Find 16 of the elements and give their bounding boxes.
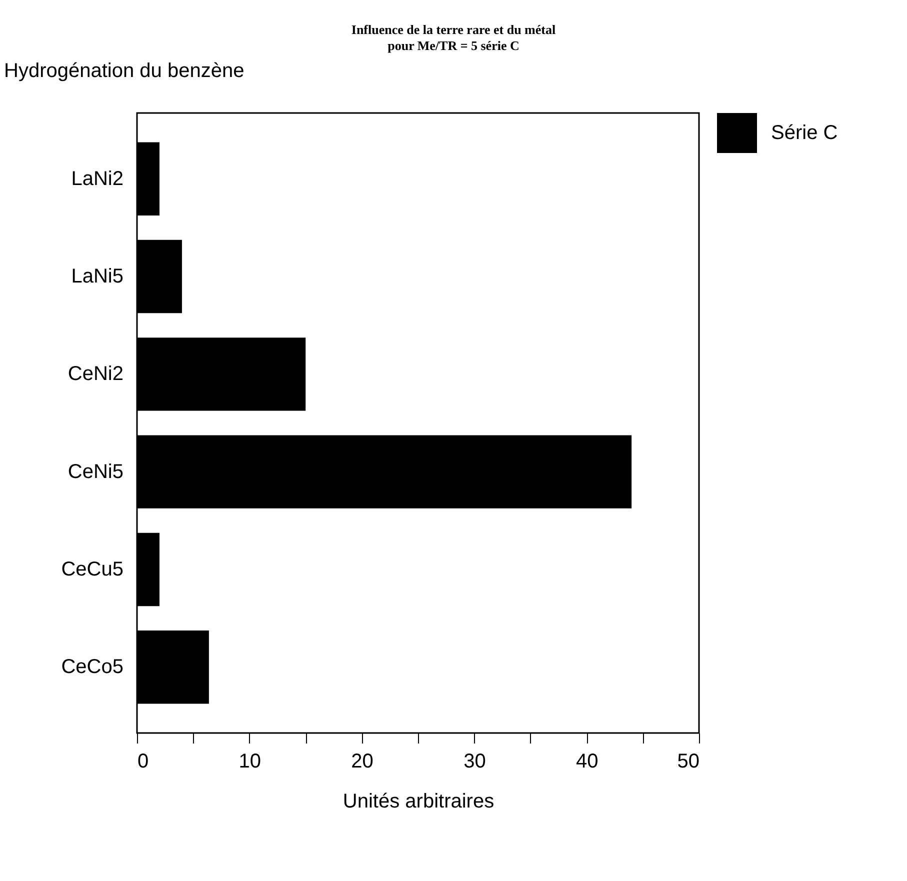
x-tick-label: 50 bbox=[677, 750, 700, 772]
legend-label: Série C bbox=[771, 122, 838, 144]
y-tick-label: LaNi5 bbox=[71, 266, 124, 288]
y-tick-label: CeNi2 bbox=[68, 363, 124, 386]
y-tick-label: CeCo5 bbox=[61, 656, 124, 678]
y-tick-label: LaNi2 bbox=[71, 168, 124, 190]
x-axis-title: Unités arbitraires bbox=[342, 790, 494, 812]
y-tick-label: CeCu5 bbox=[61, 558, 124, 580]
y-tick-label: CeNi5 bbox=[68, 460, 124, 483]
chart-subtitle: Hydrogénation du benzène bbox=[4, 60, 246, 83]
x-tick-label: 0 bbox=[138, 750, 149, 772]
x-tick-label: 30 bbox=[464, 750, 486, 772]
x-tick-label: 20 bbox=[351, 750, 374, 772]
chart-title: Influence de la terre rare et du métal pour Me/TR = 5 série C bbox=[350, 22, 557, 54]
x-tick-label: 10 bbox=[238, 750, 262, 772]
x-tick-label: 40 bbox=[576, 750, 598, 772]
